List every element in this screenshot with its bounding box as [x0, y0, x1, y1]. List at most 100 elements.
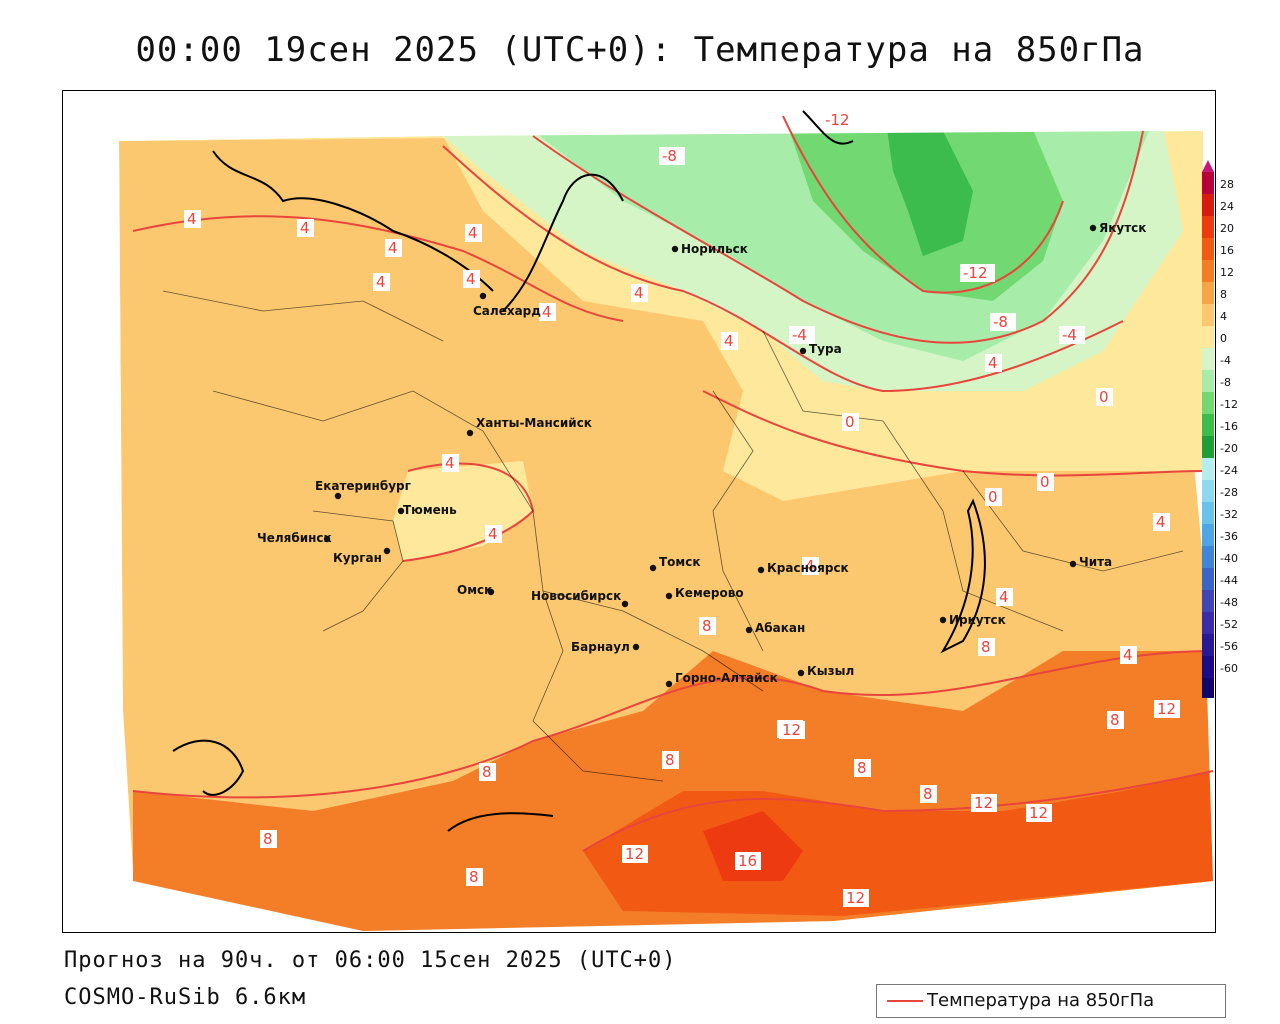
- colorbar-tick-label: -56: [1220, 640, 1238, 653]
- colorbar-tick-label: -52: [1220, 618, 1238, 631]
- city-label: Норильск: [681, 242, 748, 256]
- colorbar-swatch: [1202, 194, 1214, 216]
- colorbar-tick-label: -32: [1220, 508, 1238, 521]
- colorbar-swatch: [1202, 216, 1214, 238]
- isotherm-label: -4: [1062, 326, 1077, 344]
- isotherm-label: 4: [445, 454, 455, 472]
- city-dot: [1069, 560, 1077, 568]
- temperature-colorbar: 28 24 20 16 12 8 4 0 -4 -8 -12 -16 -20 -24 -28 -32 -36 -4…: [1202, 160, 1238, 698]
- colorbar-tick-label: -20: [1220, 442, 1238, 455]
- isotherm-label: 4: [805, 557, 815, 575]
- colorbar-tick-label: -36: [1220, 530, 1238, 543]
- isotherm-label: 12: [1029, 804, 1048, 822]
- isotherm-label-background: [822, 111, 857, 129]
- city-dot: [487, 588, 495, 596]
- colorbar-swatch: [1202, 172, 1214, 194]
- colorbar-swatch: [1202, 238, 1214, 260]
- band-0-4-tyumen: [393, 461, 533, 561]
- isotherm-label: 8: [482, 763, 492, 781]
- isotherm-label: 8: [857, 759, 867, 777]
- colorbar-swatch: [1202, 678, 1214, 698]
- isotherm-label-background: [631, 284, 648, 302]
- city-dot: [799, 347, 807, 355]
- colorbar-tick-label: 12: [1220, 266, 1234, 279]
- isotherm-label: 4: [488, 525, 498, 543]
- city-label: Иркутск: [949, 613, 1006, 627]
- city-label: Курган: [333, 551, 382, 565]
- city-label: Барнаул: [571, 640, 630, 654]
- isotherm-label: 4: [388, 239, 398, 257]
- colorbar-swatch: [1202, 656, 1214, 678]
- city-label: Салехард: [473, 304, 541, 318]
- colorbar-tick-label: -44: [1220, 574, 1238, 587]
- colorbar-swatch: [1202, 590, 1214, 612]
- band-below-m12: [883, 101, 973, 256]
- colorbar-tick-label: 8: [1220, 288, 1227, 301]
- isotherm-label: 12: [1157, 700, 1176, 718]
- colorbar-tick-label: 24: [1220, 200, 1234, 213]
- isotherm-label: 4: [1123, 646, 1133, 664]
- colorbar-swatch: [1202, 304, 1214, 326]
- city-dot: [665, 592, 673, 600]
- isotherm-label: 0: [1040, 473, 1050, 491]
- city-dot: [939, 616, 947, 624]
- colorbar-swatch: [1202, 568, 1214, 590]
- isotherm-label-background: [789, 326, 815, 344]
- colorbar-swatch: [1202, 326, 1214, 348]
- colorbar-swatch: [1202, 414, 1214, 436]
- colorbar-tick-label: -60: [1220, 662, 1238, 675]
- isotherm-label: 8: [469, 868, 479, 886]
- city-dot: [334, 492, 342, 500]
- region-borders: [162, 290, 1184, 782]
- isotherm-label-background: [985, 488, 1002, 506]
- colorbar-tick-label: 28: [1220, 178, 1234, 191]
- colorbar-tick-label: 0: [1220, 332, 1227, 345]
- isotherm-label: 8: [263, 830, 273, 848]
- map-legend: Температура на 850гПа: [876, 984, 1226, 1018]
- coastline: [172, 110, 986, 832]
- isotherm-label-background: [843, 889, 869, 907]
- city-label: Омск: [457, 583, 492, 597]
- isotherm-label-background: [779, 721, 805, 739]
- colorbar-tick-label: -8: [1220, 376, 1231, 389]
- city-label: Екатеринбург: [315, 479, 411, 493]
- isotherm-label: 8: [665, 751, 675, 769]
- isotherm-label: 12: [846, 889, 865, 907]
- isotherm-label-background: [466, 868, 483, 886]
- city-dot: [671, 245, 679, 253]
- isotherm-label: 12: [625, 845, 644, 863]
- city-dot: [632, 643, 640, 651]
- city-dot: [323, 535, 331, 543]
- model-name: COSMO-RuSib 6.6км: [64, 985, 307, 1010]
- city-dot: [383, 547, 391, 555]
- city-label: Челябинск: [257, 531, 332, 545]
- band-16-plus: [703, 811, 803, 881]
- city-dot: [621, 600, 629, 608]
- isotherm-label-background: [463, 270, 480, 288]
- isotherm-label: 4: [468, 224, 478, 242]
- colorbar-swatch: [1202, 436, 1214, 458]
- map-area[interactable]: 4 4 4 4 4 4 4 4 4 4 4 4 4 -8 -12 -12 -8 -4 -4 0 0 0 0 4 4 4 8 8 8 8 8 8…: [62, 90, 1216, 933]
- colorbar-swatch: [1202, 458, 1214, 480]
- legend-label: Температура на 850гПа: [927, 990, 1155, 1011]
- isotherm-label: 4: [187, 210, 197, 228]
- colorbar-swatch: [1202, 260, 1214, 282]
- colorbar-swatches: [1202, 160, 1214, 698]
- isotherm-label-background: [978, 638, 995, 656]
- colorbar-tick-label: -12: [1220, 398, 1238, 411]
- colorbar-swatch: [1202, 634, 1214, 656]
- isotherm-label-background: [539, 303, 556, 321]
- isotherm-label-background: [1096, 388, 1113, 406]
- outside-domain-left: [63, 91, 133, 932]
- isotherm-label-background: [1153, 513, 1170, 531]
- isotherm-label: -8: [662, 147, 677, 165]
- city-dot: [649, 564, 657, 572]
- city-dot: [466, 429, 474, 437]
- isotherm-lines: [132, 115, 1214, 852]
- city-label: Тюмень: [403, 503, 457, 517]
- colorbar-swatch: [1202, 524, 1214, 546]
- lake-baikal: [940, 498, 986, 654]
- isotherm-label-background: [854, 759, 871, 777]
